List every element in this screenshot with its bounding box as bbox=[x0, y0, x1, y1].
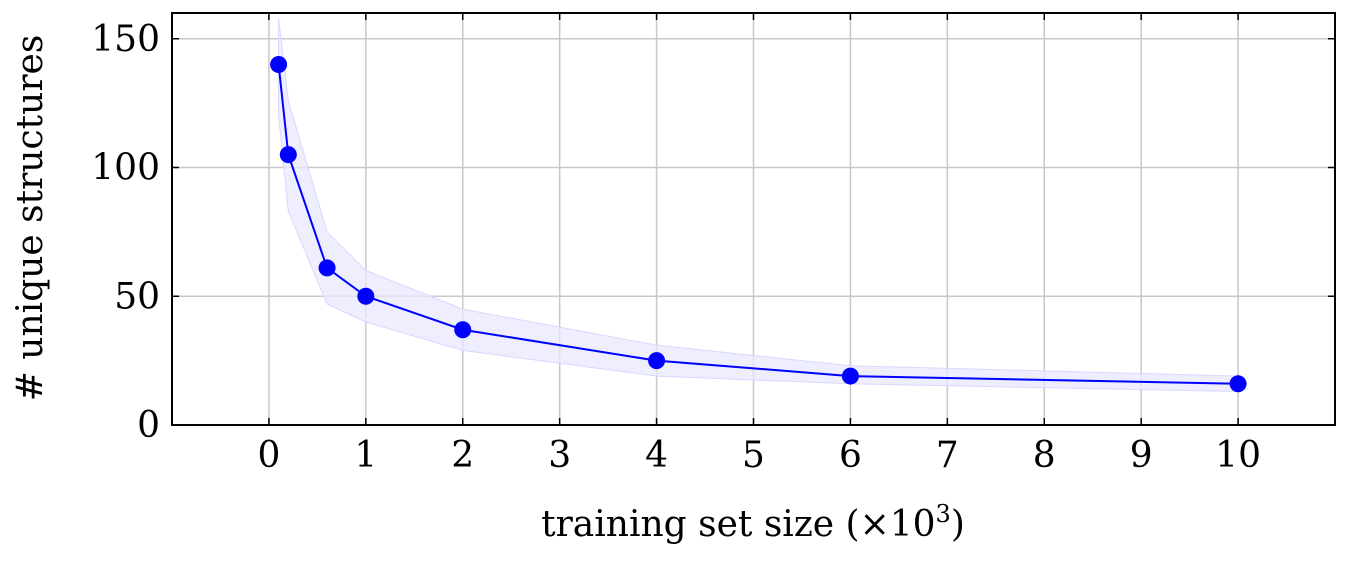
data-point bbox=[270, 56, 288, 73]
data-point bbox=[318, 259, 336, 277]
x-tick-label: 3 bbox=[548, 435, 571, 476]
y-tick-label: 100 bbox=[91, 148, 160, 189]
x-axis-label-close: ) bbox=[951, 504, 965, 545]
confidence-band bbox=[278, 18, 1239, 393]
data-point bbox=[454, 321, 472, 339]
x-tick-labels: 0 1 2 3 4 5 6 7 8 9 10 bbox=[257, 435, 1261, 476]
y-tick-label: 0 bbox=[137, 405, 160, 446]
x-tick-label: 4 bbox=[645, 435, 668, 476]
data-point bbox=[1229, 375, 1247, 393]
y-axis-label: # unique structures bbox=[10, 35, 51, 402]
data-point bbox=[841, 367, 859, 385]
y-tick-label: 150 bbox=[91, 19, 160, 60]
x-axis-label: training set size (×103) bbox=[541, 500, 965, 545]
data-points-layer bbox=[270, 56, 1247, 393]
x-tick-label: 2 bbox=[451, 435, 474, 476]
x-tick-label: 0 bbox=[257, 435, 280, 476]
series-line bbox=[277, 64, 1239, 385]
confidence-band-layer bbox=[278, 18, 1239, 393]
x-tick-label: 6 bbox=[839, 435, 862, 476]
x-tick-label: 5 bbox=[742, 435, 765, 476]
x-tick-label: 8 bbox=[1033, 435, 1056, 476]
data-point bbox=[279, 146, 297, 164]
series-line-layer bbox=[277, 64, 1239, 385]
y-tick-labels: 0 50 100 150 bbox=[91, 19, 160, 446]
data-point bbox=[648, 352, 666, 370]
y-tick-label: 50 bbox=[114, 276, 160, 317]
tick-marks bbox=[172, 13, 1335, 426]
data-point bbox=[357, 287, 375, 305]
x-axis-label-main: training set size (×10 bbox=[541, 504, 935, 545]
x-tick-label: 10 bbox=[1215, 435, 1261, 476]
x-tick-label: 7 bbox=[936, 435, 959, 476]
x-axis-label-superscript: 3 bbox=[936, 500, 951, 528]
x-tick-label: 1 bbox=[354, 435, 377, 476]
x-tick-label: 9 bbox=[1130, 435, 1153, 476]
